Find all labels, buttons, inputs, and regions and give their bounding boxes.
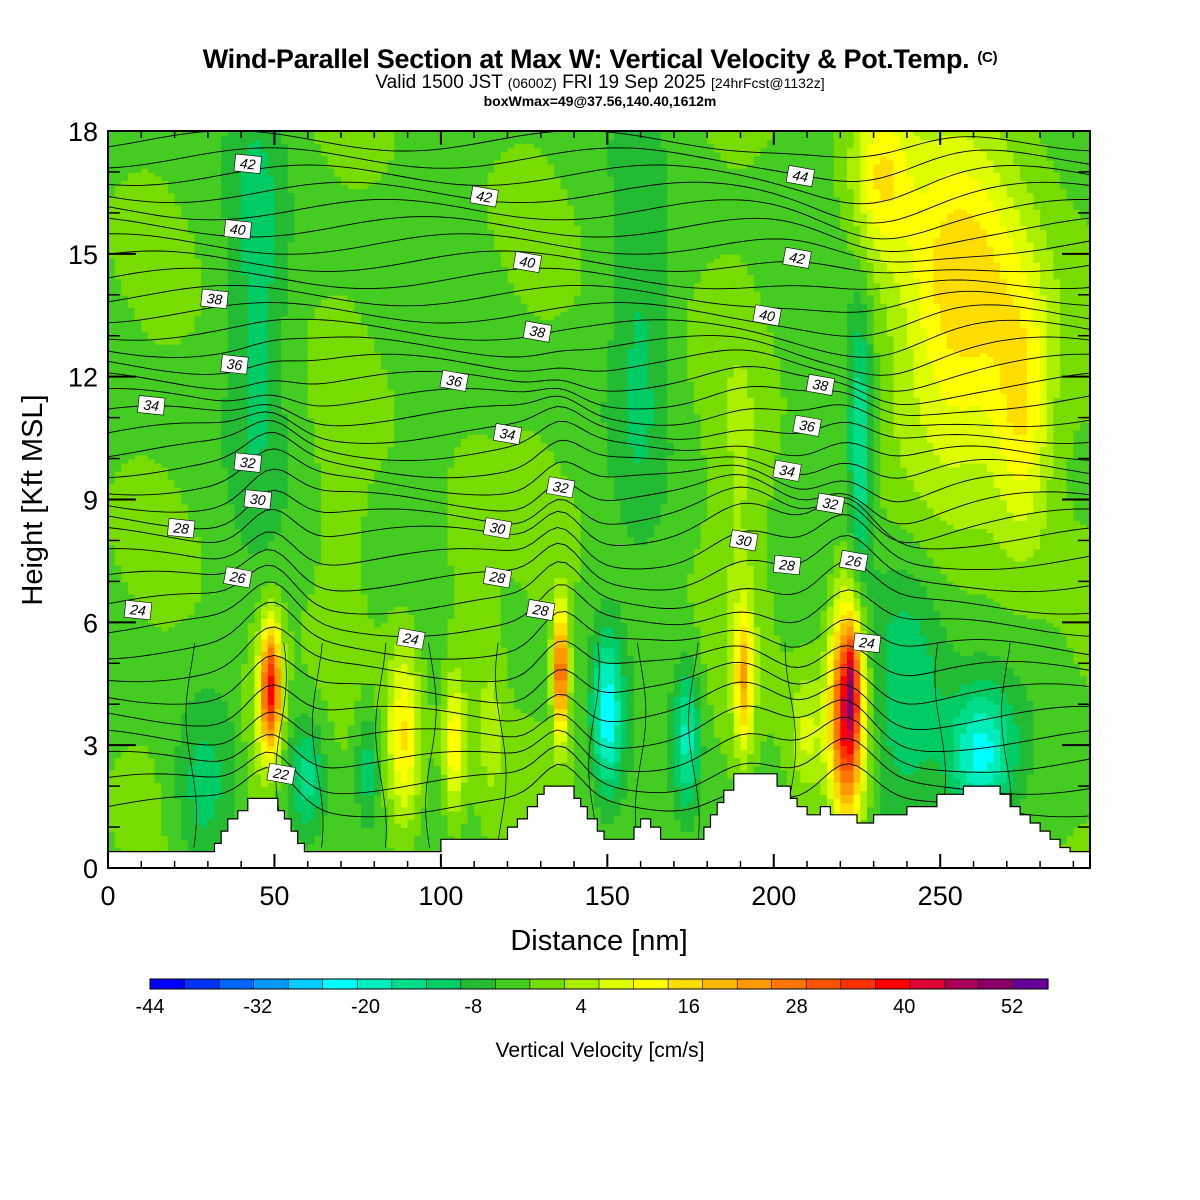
chart-page: Wind-Parallel Section at Max W: Vertical… [0, 0, 1200, 1200]
